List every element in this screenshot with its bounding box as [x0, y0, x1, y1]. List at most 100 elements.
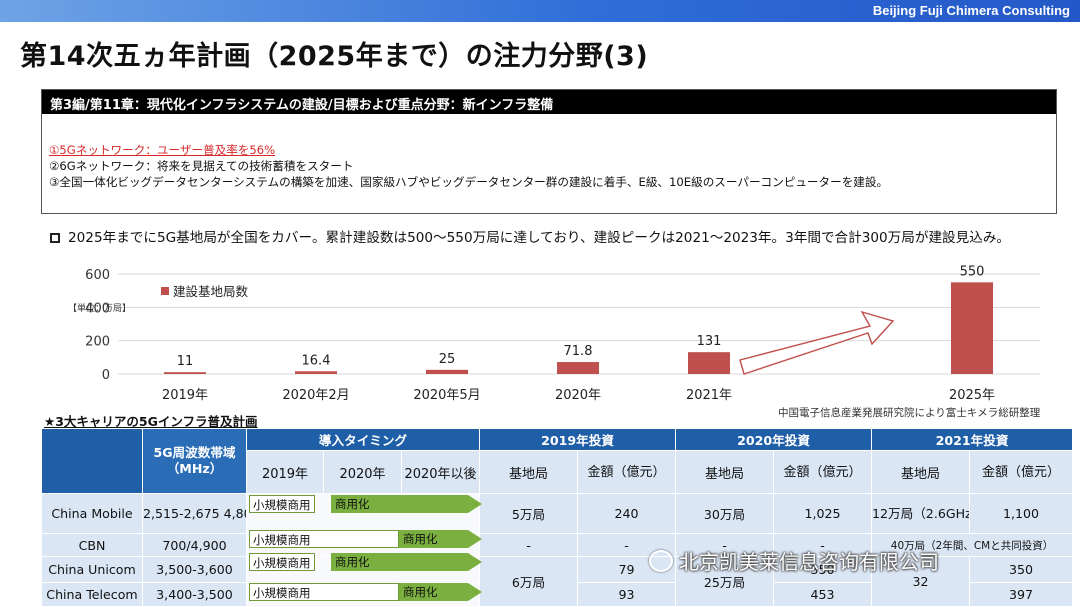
cell-amount-2020: 453: [773, 582, 872, 607]
carrier-name: China Mobile: [41, 493, 143, 534]
sub-header-base-2021: 基地局: [871, 450, 970, 494]
carrier-plan-title: ★3大キャリアの5Gインフラ普及計画: [44, 414, 258, 429]
cell-base-2019: -: [479, 533, 578, 557]
phase-small-label: 小規模商用: [249, 495, 315, 513]
cell-amount-2019: 240: [577, 493, 676, 534]
watermark: 北京凯美莱信息咨询有限公司: [649, 546, 939, 575]
company-brand: Beijing Fuji Chimera Consulting: [872, 3, 1070, 18]
timing-col-2019: 2019年: [246, 450, 324, 494]
cell-base-2021-shared: 32: [871, 556, 970, 607]
cell-base-2019: 5万局: [479, 493, 578, 534]
plan-box-heading: 第3編/第11章：現代化インフラシステムの建設/目標および重点分野：新インフラ整…: [42, 90, 1056, 114]
phase-commercial-label: 商用化: [331, 553, 482, 571]
plan-item-bigdata: ③全国一体化ビッグデータセンターシステムの構築を加速、国家級ハブやビッグデータセ…: [49, 175, 889, 189]
cell-base-2020: -: [675, 533, 774, 557]
phase-mobile: 小規模商用 商用化: [249, 495, 482, 513]
cell-amount-2021: 350: [969, 556, 1073, 583]
cell-amount-2021: 397: [969, 582, 1073, 607]
cell-amount-2021: 1,100: [969, 493, 1073, 534]
sub-header-base-2019: 基地局: [479, 450, 578, 494]
invest-2021-header: 2021年投資: [871, 428, 1073, 451]
sub-header-amount-2021: 金額（億元）: [969, 450, 1073, 494]
growth-arrow-icon: [739, 310, 895, 375]
cell-base-2020: 30万局: [675, 493, 774, 534]
bar-value-label: 25: [439, 352, 456, 367]
x-tick-label: 2019年: [162, 388, 208, 403]
timing-header: 導入タイミング: [246, 428, 480, 451]
cell-amount-2020: 350: [773, 556, 872, 583]
x-tick-label: 2021年: [686, 388, 732, 403]
bar: [688, 352, 730, 374]
carrier-freq: 3,400-3,500: [142, 582, 247, 607]
table-row: China Unicom 3,500-3,600 6万局 79 25万局 350…: [41, 556, 1073, 607]
carrier-name: China Telecom: [41, 582, 143, 607]
page-title: 第14次五ヵ年計画（2025年まで）の注力分野(3): [20, 41, 649, 72]
bar: [557, 362, 599, 374]
cell-base-2019-shared: 6万局: [479, 556, 578, 607]
plan-box: 第3編/第11章：現代化インフラシステムの建設/目標および重点分野：新インフラ整…: [41, 89, 1057, 214]
bar: [951, 282, 993, 374]
sub-header-amount-2020: 金額（億元）: [773, 450, 872, 494]
x-tick-label: 2020年: [555, 388, 601, 403]
carrier-plan-table: 5G周波数帯域 （MHz） 導入タイミング 2019年投資 2020年投資 20…: [41, 428, 1073, 607]
freq-header: 5G周波数帯域 （MHz）: [142, 428, 247, 494]
phase-commercial-label: 商用化: [331, 495, 482, 513]
plan-item-6g: ②6Gネットワーク：将来を見据えての技術蓄積をスタート: [49, 159, 354, 173]
invest-2020-header: 2020年投資: [675, 428, 872, 451]
summary-text: 2025年までに5G基地局が全国をカバー。累計建設数は500～550万局に達して…: [68, 230, 1011, 246]
phase-small-label: 小規模商用: [249, 530, 399, 548]
y-tick-label: 200: [85, 335, 110, 350]
plan-item-5g: ①5Gネットワーク：ユーザー普及率を56%: [49, 143, 276, 157]
carrier-name: CBN: [41, 533, 143, 557]
phase-small-label: 小規模商用: [249, 583, 399, 601]
phase-commercial-label: 商用化: [399, 583, 482, 601]
square-bullet-icon: [50, 233, 60, 243]
sub-header-base-2020: 基地局: [675, 450, 774, 494]
y-tick-label: 0: [102, 368, 110, 383]
phase-commercial-label: 商用化: [399, 530, 482, 548]
cell-base-2021: 12万局（2.6GHz）: [871, 493, 970, 534]
bar-value-label: 11: [177, 354, 194, 369]
freq-header-unit: （MHz）: [166, 461, 223, 476]
timing-col-after-2020: 2020年以後: [401, 450, 480, 494]
bar-value-label: 71.8: [564, 344, 593, 359]
bar: [295, 371, 337, 374]
phase-cbn: 小規模商用 商用化: [249, 530, 482, 548]
wechat-icon: [649, 550, 673, 572]
timing-col-2020: 2020年: [323, 450, 402, 494]
bar-value-label: 550: [960, 264, 985, 279]
x-tick-label: 2020年2月: [282, 388, 349, 403]
legend-label: 建設基地局数: [173, 284, 249, 299]
watermark-text: 北京凯美莱信息咨询有限公司: [679, 550, 939, 574]
corner-header-cell: [41, 428, 143, 494]
carrier-freq: 700/4,900: [142, 533, 247, 557]
chart-source: 中国電子信息産業発展研究院により富士キメラ総研整理: [778, 407, 1041, 419]
invest-2019-header: 2019年投資: [479, 428, 676, 451]
cell-base-2020-shared: 25万局: [675, 556, 774, 607]
x-tick-label: 2025年: [949, 388, 995, 403]
top-banner: Beijing Fuji Chimera Consulting: [0, 0, 1080, 22]
summary-bullet: 2025年までに5G基地局が全国をカバー。累計建設数は500～550万局に達して…: [50, 226, 1010, 246]
x-tick-label: 2020年5月: [413, 388, 480, 403]
legend-swatch: [161, 287, 169, 295]
phase-telecom: 小規模商用 商用化: [249, 583, 482, 601]
chart-unit-label: 【単位：万局】: [68, 304, 132, 314]
y-tick-label: 600: [85, 268, 110, 283]
base-station-bar-chart: 0 200 400 600 11 16.4 25 71.8 131 550 2019年 2020年…: [85, 264, 1040, 403]
carrier-name: China Unicom: [41, 556, 143, 583]
bar-value-label: 16.4: [302, 353, 331, 368]
cell-base-2021: 40万局（2年間、CMと共同投資）: [871, 533, 1073, 557]
freq-header-label: 5G周波数帯域: [153, 445, 236, 460]
phase-small-label: 小規模商用: [249, 553, 315, 571]
carrier-freq: 2,515-2,675 4,800-4,900: [142, 493, 247, 534]
y-tick-label: 400: [85, 301, 110, 316]
bar-value-label: 131: [697, 334, 722, 349]
cell-amount-2019: 93: [577, 582, 676, 607]
bar: [164, 372, 206, 374]
cell-amount-2020: -: [773, 533, 872, 557]
cell-amount-2020: 1,025: [773, 493, 872, 534]
sub-header-amount-2019: 金額（億元）: [577, 450, 676, 494]
phase-unicom: 小規模商用 商用化: [249, 553, 482, 571]
carrier-freq: 3,500-3,600: [142, 556, 247, 583]
table-row: China Mobile 2,515-2,675 4,800-4,900 5万局…: [41, 493, 1073, 534]
